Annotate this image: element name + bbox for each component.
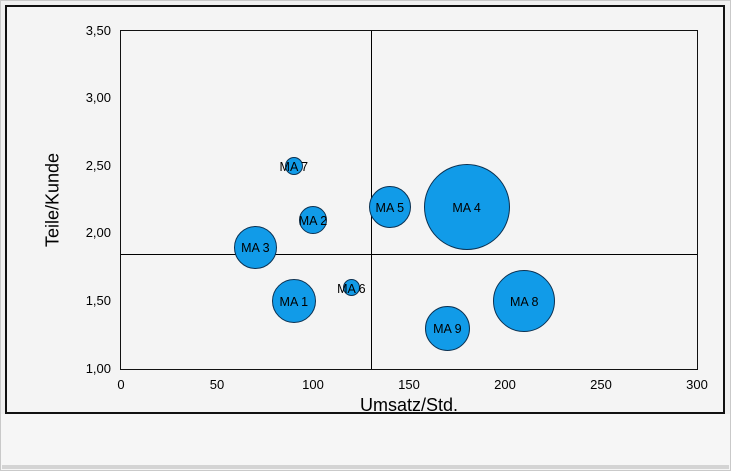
bubble-label: MA 4 bbox=[452, 200, 481, 215]
x-axis-title: Umsatz/Std. bbox=[359, 395, 459, 415]
y-tick-label: 3,50 bbox=[85, 22, 111, 38]
bubble-label: MA 6 bbox=[337, 281, 366, 296]
bubble-ma-6 bbox=[342, 279, 360, 297]
y-tick-label: 3,00 bbox=[85, 90, 111, 106]
bubble-ma-4 bbox=[423, 163, 510, 250]
bubble-label: MA 1 bbox=[279, 295, 309, 310]
plot-area: MA 1 MA 2 MA 3 MA 4 MA 5 MA 6 MA 7 MA 8 MA 9 bbox=[120, 30, 698, 370]
bubble-label: MA 3 bbox=[241, 241, 270, 256]
chart-container: Teile/Kunde Umsatz/Std. 3,50 3,00 2,50 2,00… bbox=[5, 5, 725, 415]
y-tick-label: 1,00 bbox=[85, 360, 111, 376]
y-tick-label: 2,00 bbox=[85, 225, 111, 241]
bubble-ma-1 bbox=[271, 279, 316, 324]
y-tick-label: 2,50 bbox=[85, 157, 111, 173]
x-tick-label: 150 bbox=[398, 377, 420, 392]
bubble-ma-9 bbox=[424, 305, 470, 351]
bubble-ma-3 bbox=[233, 225, 277, 269]
window-bottom-edge bbox=[2, 465, 729, 469]
y-tick-label: 1,50 bbox=[85, 292, 111, 308]
bubble-ma-5 bbox=[368, 185, 411, 228]
bubble-label: MA 9 bbox=[433, 322, 462, 337]
x-tick-label: 0 bbox=[117, 377, 125, 392]
x-tick-label: 200 bbox=[494, 377, 516, 392]
bubble-label: MA 8 bbox=[509, 295, 539, 310]
bubble-ma-8 bbox=[493, 270, 556, 333]
bubble-ma-2 bbox=[299, 206, 327, 235]
crosshair-horizontal-line bbox=[121, 254, 697, 256]
bubble-ma-7 bbox=[284, 157, 303, 176]
x-tick-label: 50 bbox=[209, 377, 225, 392]
status-panel: blog Umsatz/Std.:130Teile/Kunde:1,85 bbox=[1, 414, 730, 470]
x-tick-label: 300 bbox=[686, 377, 708, 392]
bubble-label: MA 5 bbox=[375, 200, 405, 215]
x-tick-label: 100 bbox=[302, 377, 324, 392]
bubble-label: MA 7 bbox=[279, 160, 309, 175]
bubble-label: MA 2 bbox=[298, 214, 328, 229]
x-tick-label: 250 bbox=[590, 377, 612, 392]
